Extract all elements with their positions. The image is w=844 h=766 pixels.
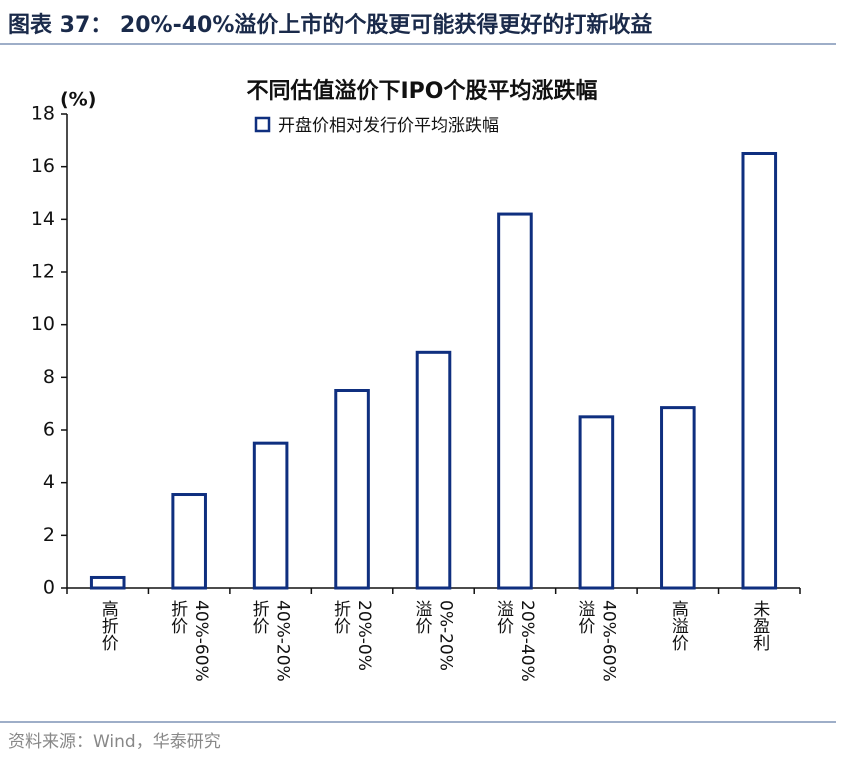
- bar: [578, 415, 615, 590]
- y-tick-label: 2: [43, 524, 55, 546]
- legend-label: 开盘价相对发行价平均涨跌幅: [278, 116, 499, 136]
- bar: [415, 350, 452, 590]
- y-tick-label: 16: [31, 155, 55, 177]
- bar: [497, 212, 533, 590]
- x-tick-label: 高溢价: [667, 600, 688, 651]
- y-tick-label: 8: [43, 366, 55, 388]
- y-tick-label: 6: [43, 419, 55, 441]
- x-tick-label: 20%-40%溢价: [492, 600, 537, 682]
- legend-swatch: [254, 116, 271, 133]
- y-tick-label: 14: [31, 208, 55, 230]
- y-tick-label: 4: [43, 471, 55, 493]
- y-tick-label: 0: [43, 577, 55, 599]
- y-tick-label: 10: [31, 313, 55, 335]
- x-tick-label: 20%-0%折价: [330, 600, 375, 671]
- source: 资料来源：Wind，华泰研究: [8, 732, 221, 752]
- x-tick-label: 高折价: [97, 600, 118, 651]
- y-tick-label: 18: [31, 103, 55, 125]
- bar: [252, 441, 289, 590]
- x-tick-label: 未盈利: [749, 600, 770, 651]
- chart-title: 不同估值溢价下IPO个股平均涨跌幅: [246, 78, 597, 104]
- x-tick-label: 0%-20%溢价: [411, 600, 456, 671]
- bar: [89, 575, 126, 590]
- bar: [660, 406, 696, 590]
- x-tick-label: 40%-60%溢价: [574, 600, 619, 682]
- figure-title: 图表 37： 20%-40%溢价上市的个股更可能获得更好的打新收益: [8, 12, 652, 38]
- x-tick-label: 40%-20%折价: [248, 600, 293, 682]
- bar: [334, 389, 370, 590]
- y-tick-label: 12: [31, 261, 55, 283]
- bar: [741, 152, 778, 590]
- x-tick-label: 40%-60%折价: [167, 600, 212, 682]
- bar: [171, 493, 207, 590]
- y-axis-label: (%): [60, 89, 96, 111]
